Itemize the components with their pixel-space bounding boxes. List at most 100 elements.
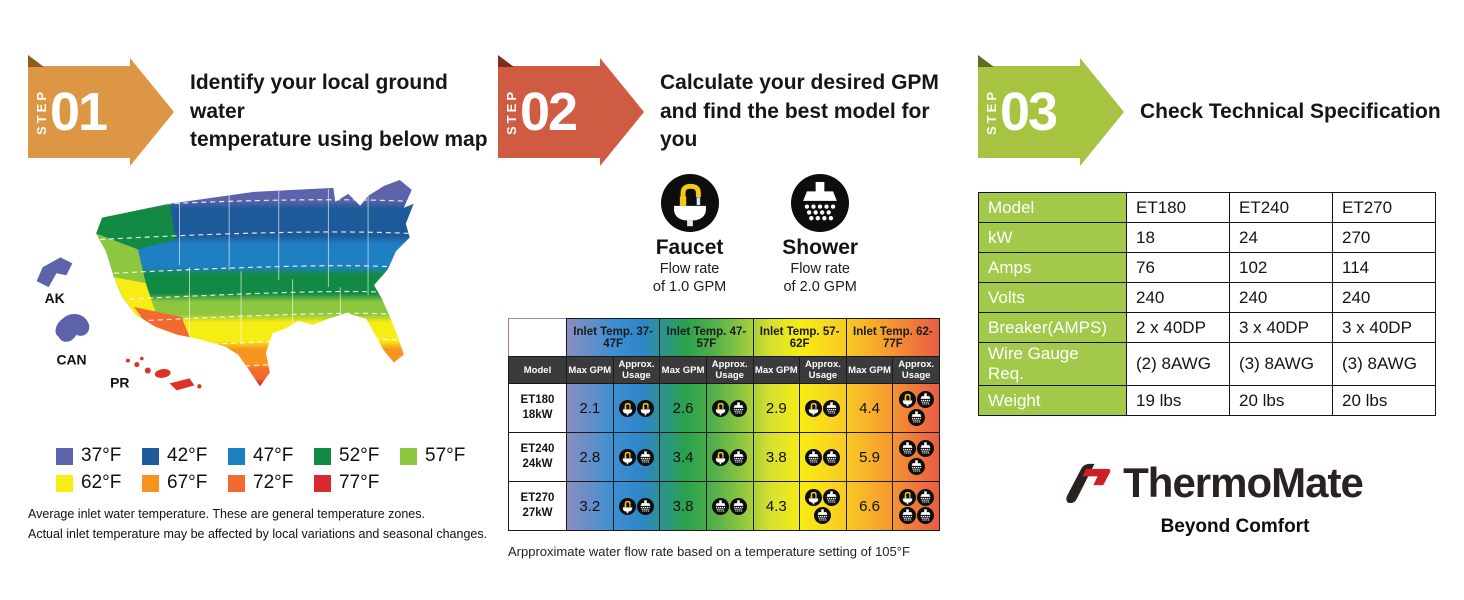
flow-temp-header: Inlet Temp. 37-47F: [565, 318, 661, 358]
step1-arrow: STEP 01: [28, 55, 174, 166]
thermomate-logo-icon: [1066, 463, 1111, 503]
legend-label: 77°F: [339, 472, 380, 493]
legend-label: 62°F: [81, 472, 122, 493]
flow-row: ET180 18kW 2.1 2.6: [508, 383, 940, 434]
flow-gpm-cell: 3.8: [752, 432, 801, 483]
flow-corner: [508, 318, 567, 357]
spec-value-cell: 2 x 40DP: [1126, 312, 1230, 343]
legend-item: 57°F: [400, 445, 486, 467]
shower-icon: [782, 174, 858, 232]
shower-icon: [916, 488, 934, 506]
shower-icon: [898, 506, 916, 524]
map-label-ak: AK: [45, 290, 65, 306]
legend-item: 52°F: [314, 445, 400, 467]
map-label-pr: PR: [110, 374, 129, 390]
flow-gpm-cell: 4.4: [845, 383, 894, 434]
brand-name: ThermoMate: [1123, 459, 1364, 506]
map-caption: Average inlet water temperature. These a…: [28, 507, 488, 541]
legend-swatch: [400, 447, 417, 465]
spec-value-cell: 240: [1126, 282, 1230, 313]
legend-item: 67°F: [142, 472, 228, 494]
faucet-icon: [660, 174, 719, 232]
spec-label-cell: Model: [978, 192, 1127, 223]
flow-usage-cell: [612, 481, 661, 532]
spec-value-cell: 19 lbs: [1126, 385, 1230, 416]
step2-title: Calculate your desired GPM and find the …: [660, 71, 939, 152]
shower-icon: [791, 174, 850, 232]
faucet-icon: [712, 399, 730, 417]
flow-usage-cell: [612, 383, 661, 434]
flow-gpm-cell: 2.1: [566, 383, 614, 434]
flow-table-caption: Arpproximate water flow rate based on a …: [508, 544, 910, 560]
shower-icon: [805, 448, 823, 466]
faucet-icon: [618, 497, 636, 515]
legend-swatch: [142, 447, 159, 465]
flow-temp-header: Inlet Temp. 62-77F: [845, 318, 941, 358]
step1-title: Identify your local ground water tempera…: [190, 71, 488, 152]
flow-gpm-cell: 3.2: [566, 481, 614, 532]
spec-row: Volts 240 240 240: [978, 282, 1436, 313]
legend-item: 62°F: [56, 472, 142, 494]
spec-label-cell: Volts: [978, 282, 1127, 313]
west-coast-zones: [96, 203, 194, 347]
legend-swatch: [228, 447, 245, 465]
pr-islands: [125, 356, 202, 391]
shower-icon: [823, 448, 841, 466]
legend-swatch: [56, 474, 73, 492]
legend-swatch: [314, 474, 331, 492]
spec-value-cell: 240: [1229, 282, 1333, 313]
spec-value-cell: 114: [1332, 252, 1436, 283]
legend-swatch: [314, 447, 331, 465]
flow-col-header-gpm: Max GPM: [566, 356, 614, 385]
legend-item: 72°F: [228, 472, 314, 494]
step3-arrow-tip: [1080, 58, 1124, 166]
flow-temp-header: Inlet Temp. 57-62F: [752, 318, 847, 358]
shower-icon: [712, 497, 730, 515]
flow-gpm-cell: 5.9: [845, 432, 894, 483]
spec-value-cell: 102: [1229, 252, 1333, 283]
flow-gpm-cell: 2.9: [752, 383, 801, 434]
flow-usage-cell: [892, 481, 940, 532]
flow-model-cell: ET180 18kW: [508, 383, 567, 434]
flow-usage-cell: [892, 432, 940, 483]
spec-label-cell: Amps: [978, 252, 1127, 283]
flow-col-header-usage: Approx. Usage: [705, 356, 754, 385]
flow-col-header-gpm: Max GPM: [845, 356, 894, 385]
legend-swatch: [142, 474, 159, 492]
flow-col-header-usage: Approx. Usage: [892, 356, 940, 385]
flow-col-header-model: Model: [508, 356, 567, 385]
faucet-icon: [653, 174, 726, 232]
temperature-legend: 37°F 42°F 47°F 52°F 57°F 62°F 67°F 72°F …: [56, 445, 493, 494]
shower-icon: [823, 399, 841, 417]
fixture-shower: Shower Flow rate of 2.0 GPM: [782, 174, 858, 296]
faucet-icon: [636, 399, 654, 417]
flow-col-header-gpm: Max GPM: [752, 356, 801, 385]
step3-number: 03: [1000, 82, 1058, 142]
flow-gpm-cell: 2.8: [566, 432, 614, 483]
flow-col-header-gpm: Max GPM: [659, 356, 707, 385]
flow-gpm-cell: 6.6: [845, 481, 894, 532]
faucet-icon: [618, 448, 636, 466]
legend-item: 42°F: [142, 445, 228, 467]
spec-row: Weight 19 lbs 20 lbs 20 lbs: [978, 385, 1436, 416]
legend-label: 47°F: [253, 445, 294, 466]
legend-label: 37°F: [81, 445, 122, 466]
flow-usage-cell: [892, 383, 940, 434]
spec-value-cell: ET270: [1332, 192, 1436, 223]
spec-value-cell: (3) 8AWG: [1332, 342, 1436, 386]
spec-value-cell: (2) 8AWG: [1126, 342, 1230, 386]
spec-row: Amps 76 102 114: [978, 252, 1436, 283]
shower-icon: [823, 488, 841, 506]
spec-value-cell: 24: [1229, 222, 1333, 253]
spec-row: kW 18 24 270: [978, 222, 1436, 253]
section-step3: STEP 03 Check Technical Specification Mo…: [978, 55, 1446, 538]
spec-value-cell: 18: [1126, 222, 1230, 253]
legend-item: 47°F: [228, 445, 314, 467]
step1-banner: STEP 01 Identify your local ground water…: [28, 55, 493, 166]
flow-gpm-cell: 2.6: [659, 383, 707, 434]
legend-row-2: 62°F 67°F 72°F 77°F: [56, 472, 493, 494]
flow-usage-cell: [799, 481, 847, 532]
spec-value-cell: 3 x 40DP: [1229, 312, 1333, 343]
us-map-svg: AK CAN PR: [36, 179, 414, 391]
step1-word: STEP: [34, 89, 49, 135]
